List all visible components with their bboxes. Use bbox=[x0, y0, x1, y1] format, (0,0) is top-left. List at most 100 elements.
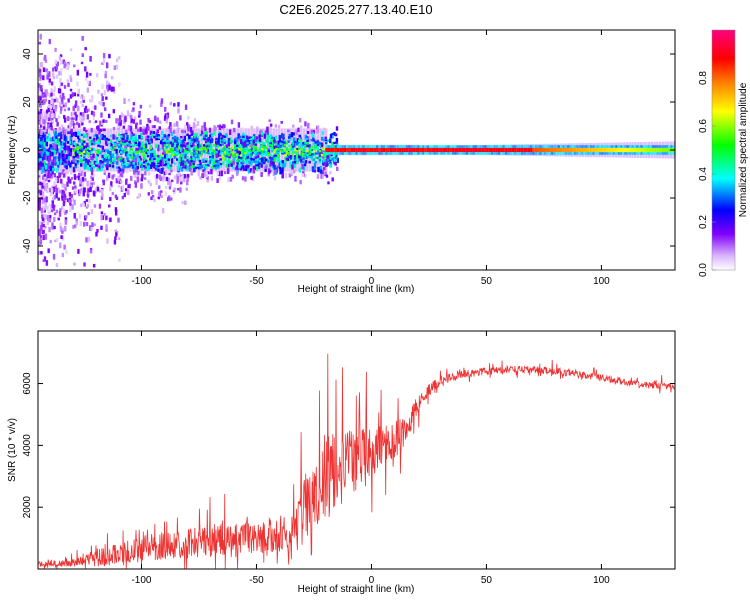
spectrogram-cell bbox=[242, 154, 245, 157]
spectrogram-cell bbox=[56, 178, 60, 184]
spectrogram-cell bbox=[132, 119, 136, 124]
spectrogram-cell bbox=[80, 162, 83, 167]
spectrogram-cell bbox=[105, 156, 109, 162]
spectrogram-cell bbox=[87, 81, 90, 84]
spectrogram-carrier-halo bbox=[619, 152, 623, 155]
spectrogram-cell bbox=[193, 166, 196, 172]
spectrogram-cell bbox=[51, 164, 54, 168]
spectrogram-cell bbox=[133, 116, 137, 121]
spectrogram-carrier-cell bbox=[491, 147, 494, 153]
colorbar: 0.00.20.40.60.8 Normalized spectral ampl… bbox=[698, 29, 749, 277]
spectrogram-cell bbox=[74, 188, 77, 194]
spectrogram-cell bbox=[151, 125, 155, 129]
spectrogram-cell bbox=[151, 194, 155, 198]
spectrogram-cell bbox=[59, 54, 63, 58]
spectrogram-cell bbox=[59, 77, 62, 84]
spectrogram-carrier-cell bbox=[369, 147, 372, 153]
spectrogram-carrier-halo bbox=[578, 145, 581, 148]
spectrogram-carrier-halo bbox=[631, 152, 634, 155]
spectrogram-cell bbox=[260, 171, 263, 177]
spectrogram-cell bbox=[77, 88, 81, 95]
spectrogram-cell bbox=[124, 144, 127, 150]
spectrogram-cell bbox=[243, 134, 247, 141]
spectrogram-cell bbox=[152, 153, 155, 158]
spectrogram-cell bbox=[306, 150, 309, 153]
spectrogram-cell bbox=[101, 162, 105, 166]
spectrogram-cell bbox=[258, 149, 262, 152]
spectrogram-carrier-halo bbox=[419, 145, 423, 148]
spectrogram-cell bbox=[38, 221, 41, 226]
spectrogram-cell bbox=[161, 207, 165, 214]
spectrogram-carrier-cell bbox=[366, 147, 370, 153]
spectrogram-cell bbox=[169, 149, 172, 153]
spectrogram-cell bbox=[136, 166, 140, 169]
spectrogram-cell bbox=[199, 176, 202, 180]
spectrogram-cell bbox=[50, 92, 53, 97]
spectrogram-carrier-halo bbox=[399, 152, 402, 155]
spectrogram-cell bbox=[227, 177, 230, 183]
spectrogram-cell bbox=[72, 224, 75, 229]
spectrogram-cell bbox=[211, 152, 214, 155]
spectrogram-cell bbox=[63, 142, 66, 146]
spectrogram-cell bbox=[47, 106, 50, 113]
spectrogram-cell bbox=[115, 232, 118, 237]
spectrogram-cell bbox=[71, 94, 74, 98]
spectrogram-carrier-halo bbox=[658, 152, 662, 155]
spectrogram-cell bbox=[83, 171, 86, 177]
spectrogram-carrier-halo bbox=[364, 145, 367, 148]
spectrogram-cell bbox=[229, 160, 233, 163]
spectrogram-cell bbox=[42, 200, 45, 205]
spectrogram-cell bbox=[140, 136, 144, 139]
spectrogram-x-tick-label: 100 bbox=[593, 276, 610, 287]
spectrogram-cell bbox=[76, 121, 79, 126]
spectrogram-carrier-halo bbox=[422, 145, 425, 148]
spectrogram-carrier-halo bbox=[576, 145, 579, 148]
spectrogram-carrier-cell bbox=[422, 147, 425, 153]
spectrogram-cell bbox=[41, 94, 45, 98]
spectrogram-cell bbox=[164, 162, 168, 166]
spectrogram-carrier-halo bbox=[488, 145, 492, 148]
spectrogram-cell bbox=[132, 152, 135, 156]
spectrogram-cell bbox=[54, 138, 58, 145]
spectrogram-cell bbox=[294, 175, 297, 182]
spectrogram-cell bbox=[289, 161, 292, 168]
spectrogram-cell bbox=[231, 166, 235, 170]
spectrogram-cell bbox=[85, 222, 89, 227]
spectrogram-cell bbox=[56, 161, 59, 165]
spectrogram-cell bbox=[240, 159, 243, 162]
spectrogram-cell bbox=[117, 118, 120, 121]
spectrogram-cell bbox=[73, 141, 76, 146]
spectrogram-cell bbox=[67, 150, 70, 153]
spectrogram-carrier-halo bbox=[560, 152, 563, 155]
spectrogram-cell bbox=[251, 150, 254, 154]
spectrogram-cell bbox=[147, 139, 150, 142]
spectrogram-cell bbox=[92, 263, 96, 268]
spectrogram-carrier-halo bbox=[486, 145, 489, 148]
spectrogram-cell bbox=[40, 169, 43, 175]
spectrogram-cell bbox=[180, 140, 183, 145]
spectrogram-cell bbox=[168, 125, 172, 130]
spectrogram-carrier-cell bbox=[583, 147, 586, 153]
spectrogram-cell bbox=[221, 154, 224, 157]
spectrogram-cell bbox=[229, 151, 233, 154]
spectrogram-cell bbox=[175, 145, 179, 148]
spectrogram-cell bbox=[68, 192, 72, 197]
spectrogram-cell bbox=[273, 148, 276, 152]
spectrogram-cell bbox=[103, 90, 107, 95]
spectrogram-cell bbox=[302, 154, 305, 158]
spectrogram-cell bbox=[46, 138, 49, 142]
spectrogram-cell bbox=[115, 128, 118, 132]
spectrogram-cell bbox=[53, 225, 56, 230]
spectrogram-cell bbox=[175, 152, 179, 155]
spectrogram-cell bbox=[207, 161, 210, 165]
spectrogram-cell bbox=[128, 165, 131, 168]
spectrogram-cell bbox=[178, 139, 181, 143]
spectrogram-cell bbox=[239, 135, 242, 139]
spectrogram-carrier-cell bbox=[408, 147, 411, 153]
spectrogram-cell bbox=[235, 155, 239, 159]
spectrogram-cell bbox=[264, 146, 268, 149]
spectrogram-cell bbox=[269, 143, 272, 147]
spectrogram-cell bbox=[61, 229, 64, 234]
spectrogram-cell bbox=[83, 221, 86, 227]
spectrogram-cell bbox=[223, 135, 226, 138]
